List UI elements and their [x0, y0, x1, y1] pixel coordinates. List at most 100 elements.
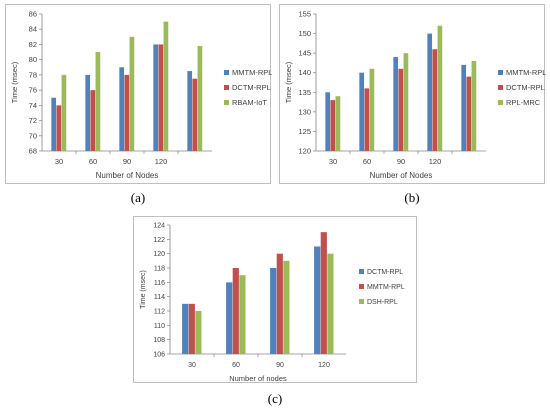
bar-rpl-mrc [369, 68, 375, 151]
x-tick-label: 30 [55, 157, 63, 166]
legend-label: MMTM-RPL [232, 68, 272, 77]
bar-dctm-rpl [270, 268, 277, 354]
y-tick-label: 74 [29, 101, 37, 110]
bar-dctm-rpl [314, 246, 321, 354]
y-tick-label: 150 [298, 29, 311, 38]
bar-rbam-iot [163, 21, 169, 151]
y-tick-label: 108 [153, 337, 165, 344]
y-tick-label: 68 [29, 147, 37, 156]
legend-swatch [224, 100, 229, 105]
bar-mmtm-rpl [320, 232, 327, 354]
bar-dsh-rpl [327, 253, 334, 354]
bar-mmtm-rpl [393, 57, 399, 151]
x-tick-label: 60 [89, 157, 97, 166]
y-tick-label: 155 [298, 10, 311, 19]
x-tick-label: 90 [397, 157, 405, 166]
x-tick-label: 120 [318, 362, 330, 369]
x-tick-label: 90 [123, 157, 131, 166]
bar-mmtm-rpl [461, 64, 467, 151]
bar-rpl-mrc [471, 60, 477, 151]
bar-mmtm-rpl [51, 97, 57, 151]
legend-swatch [224, 85, 229, 90]
bar-dctm-rpl [124, 74, 130, 151]
legend-swatch [498, 85, 503, 90]
legend-swatch [359, 299, 364, 304]
bar-mmtm-rpl [325, 92, 331, 151]
bar-dsh-rpl [239, 275, 246, 354]
y-tick-label: 122 [153, 237, 165, 244]
bar-mmtm-rpl [232, 268, 239, 354]
legend-label: MMTM-RPL [506, 68, 546, 77]
chart-panel-a: 68 70 72 74 76 78 80 82 84 86 30 60 90 120 Number of N… [5, 4, 272, 184]
y-tick-label: 110 [154, 323, 165, 330]
bar-mmtm-rpl [276, 253, 283, 354]
x-tick-label: 60 [363, 157, 371, 166]
y-tick-label: 112 [154, 309, 165, 316]
x-axis-title: Number of Nodes [370, 171, 433, 180]
chart-svg-b: 120 125 130 135 140 145 150 155 30 60 90 120 Number … [284, 10, 546, 181]
caption-a: (a) [130, 190, 146, 205]
bar-rpl-mrc [403, 53, 409, 152]
bar-mmtm-rpl [427, 33, 433, 151]
x-tick-label: 60 [232, 362, 240, 369]
y-tick-label: 145 [298, 49, 311, 58]
y-tick-label: 118 [154, 266, 165, 273]
y-tick-label: 80 [29, 55, 37, 64]
y-axis-title: Time (msec) [10, 61, 19, 103]
y-tick-label: 76 [29, 86, 37, 95]
bar-dsh-rpl [283, 260, 290, 354]
legend-swatch [359, 284, 364, 289]
bar-dctm-rpl [364, 88, 370, 151]
legend-label: DCTM-RPL [506, 83, 545, 92]
x-tick-label: 30 [329, 157, 337, 166]
chart-panel-c: 106 108 110 112 114 116 118 120 122 124 30 60 90 120 N… [133, 216, 417, 383]
y-tick-label: 116 [154, 280, 165, 287]
x-tick-label: 120 [155, 157, 168, 166]
y-tick-label: 84 [29, 25, 37, 34]
bar-mmtm-rpl [187, 71, 193, 151]
y-tick-label: 120 [153, 251, 165, 258]
y-tick-label: 82 [29, 40, 37, 49]
legend-label: MMTM-RPL [367, 284, 405, 291]
bar-rpl-mrc [335, 96, 341, 151]
caption-c: (c) [267, 391, 283, 406]
x-tick-label: 30 [188, 362, 196, 369]
legend-label: RPL-MRC [506, 98, 541, 107]
legend-label: DCTM-RPL [232, 83, 271, 92]
bar-dctm-rpl [56, 105, 62, 151]
bar-dctm-rpl [226, 282, 233, 354]
y-tick-label: 70 [29, 131, 37, 140]
bar-dctm-rpl [398, 68, 404, 151]
legend-swatch [498, 70, 503, 75]
y-tick-label: 125 [298, 127, 311, 136]
bar-dctm-rpl [158, 44, 164, 151]
y-tick-label: 114 [154, 294, 165, 301]
bar-rbam-iot [129, 36, 135, 151]
legend-label: RBAM-IoT [232, 98, 267, 107]
x-tick-label: 120 [429, 157, 442, 166]
bar-mmtm-rpl [359, 72, 365, 151]
chart-panel-b: 120 125 130 135 140 145 150 155 30 60 90 120 Number … [279, 4, 546, 184]
y-tick-label: 106 [153, 352, 165, 359]
y-tick-label: 124 [153, 223, 165, 230]
bar-dctm-rpl [90, 90, 96, 151]
x-tick-label: 90 [276, 362, 284, 369]
bar-dctm-rpl [432, 49, 438, 151]
bar-dsh-rpl [195, 311, 202, 354]
caption-b: (b) [404, 190, 420, 205]
chart-svg-c: 106 108 110 112 114 116 118 120 122 124 30 60 90 120 N… [140, 223, 405, 384]
y-tick-label: 135 [298, 88, 311, 97]
bar-rbam-iot [197, 45, 203, 151]
y-tick-label: 86 [29, 10, 37, 19]
bar-mmtm-rpl [153, 44, 159, 151]
legend-swatch [498, 100, 503, 105]
y-axis-title: Time (msec) [140, 270, 147, 309]
bar-rbam-iot [61, 74, 67, 151]
bar-mmtm-rpl [188, 303, 195, 354]
legend-swatch [224, 70, 229, 75]
bar-rpl-mrc [437, 25, 443, 151]
x-axis-title: Number of Nodes [96, 171, 159, 180]
legend-label: DCTM-RPL [367, 269, 403, 276]
bar-rbam-iot [95, 52, 101, 151]
y-tick-label: 140 [298, 68, 311, 77]
